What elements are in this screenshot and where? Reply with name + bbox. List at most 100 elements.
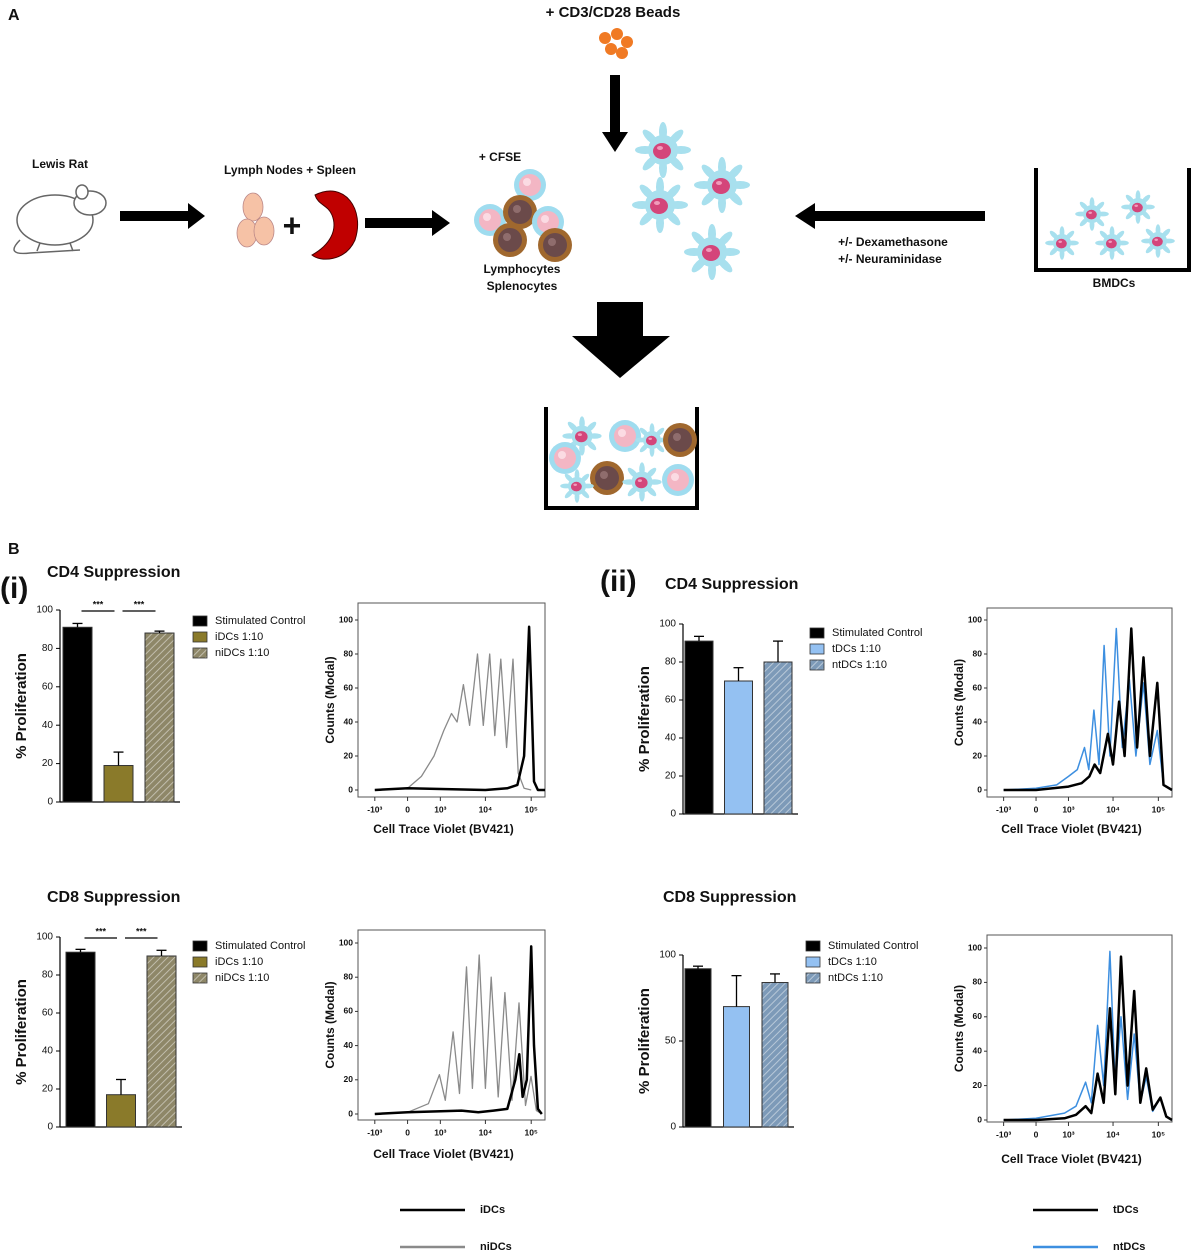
y-tick-label: 20 bbox=[665, 771, 677, 782]
y-tick-label: 100 bbox=[659, 619, 676, 630]
plus-sign: + bbox=[283, 207, 302, 243]
legend-swatch bbox=[805, 940, 821, 952]
x-axis-label: Cell Trace Violet (BV421) bbox=[1001, 1152, 1142, 1166]
lymph-node bbox=[253, 216, 275, 246]
y-tick-label: 0 bbox=[47, 797, 53, 808]
significance-label: *** bbox=[93, 599, 104, 609]
y-tick-label: 100 bbox=[339, 937, 353, 947]
y-axis-label: Counts (Modal) bbox=[952, 659, 966, 746]
x-tick-label: 10⁴ bbox=[1106, 1129, 1120, 1139]
x-tick-label: -10³ bbox=[367, 1127, 382, 1137]
x-tick-label: 10⁵ bbox=[524, 804, 537, 814]
y-tick-label: 20 bbox=[973, 750, 983, 760]
y-tick-label: 40 bbox=[42, 1046, 54, 1057]
x-tick-label: 10⁴ bbox=[479, 1127, 493, 1137]
splenocyte bbox=[493, 223, 527, 257]
arrow bbox=[120, 203, 205, 229]
chart-title: CD4 Suppression bbox=[665, 576, 798, 593]
bar bbox=[62, 626, 93, 803]
histogram-line bbox=[374, 653, 532, 791]
bar bbox=[684, 640, 714, 815]
y-tick-label: 100 bbox=[339, 614, 353, 624]
chart-title: CD8 Suppression bbox=[663, 889, 796, 906]
y-tick-label: 80 bbox=[973, 977, 983, 987]
x-tick-label: 10⁵ bbox=[1152, 804, 1165, 814]
legend-label: Stimulated Control bbox=[832, 627, 923, 639]
legend-swatch bbox=[192, 615, 208, 627]
y-tick-label: 60 bbox=[973, 1011, 983, 1021]
x-tick-label: 10⁴ bbox=[479, 804, 493, 814]
y-tick-label: 40 bbox=[973, 1045, 983, 1055]
x-axis-label: Cell Trace Violet (BV421) bbox=[373, 1147, 514, 1161]
dendritic-cell bbox=[1075, 197, 1109, 231]
y-tick-label: 40 bbox=[344, 1040, 354, 1050]
histogram-chart: 0 20 40 60 80 100 -10³ 0 10³ 10⁴ 10⁵ Counts (Modal)… bbox=[323, 929, 546, 1161]
bead bbox=[605, 43, 617, 55]
diagram-label: Splenocytes bbox=[487, 279, 558, 293]
splenocyte bbox=[538, 228, 572, 262]
diagram-label: Lymph Nodes + Spleen bbox=[224, 163, 356, 177]
x-tick-label: 10⁵ bbox=[1152, 1129, 1165, 1139]
bead bbox=[611, 28, 623, 40]
dendritic-cell bbox=[1095, 226, 1129, 260]
bar bbox=[146, 955, 177, 1128]
dendritic-cell bbox=[684, 224, 740, 280]
plot-frame bbox=[357, 602, 546, 798]
legend-label: tDCs 1:10 bbox=[832, 643, 881, 655]
diagram-label: +/- Neuraminidase bbox=[838, 252, 942, 266]
rat-icon bbox=[13, 184, 107, 255]
plot-frame bbox=[986, 607, 1173, 798]
legend-label: tDCs bbox=[1113, 1204, 1139, 1216]
plot-frame bbox=[986, 934, 1173, 1123]
y-tick-label: 60 bbox=[973, 682, 983, 692]
lymphocyte bbox=[662, 464, 694, 496]
y-axis-label: % Proliferation bbox=[13, 979, 30, 1085]
x-tick-label: 10³ bbox=[434, 1127, 446, 1137]
y-tick-label: 0 bbox=[977, 784, 982, 794]
plot-frame bbox=[357, 929, 546, 1121]
diagram-label: BMDCs bbox=[1093, 276, 1136, 290]
histogram-line bbox=[1003, 950, 1173, 1121]
arrow bbox=[795, 203, 985, 229]
legend-label: iDCs 1:10 bbox=[215, 631, 263, 643]
lymph-node bbox=[242, 192, 264, 222]
y-tick-label: 50 bbox=[665, 1036, 677, 1047]
y-tick-label: 60 bbox=[344, 1006, 354, 1016]
legend-label: iDCs 1:10 bbox=[215, 956, 263, 968]
y-tick-label: 80 bbox=[42, 970, 54, 981]
y-tick-label: 0 bbox=[670, 1122, 676, 1133]
histogram-chart: 0 20 40 60 80 100 -10³ 0 10³ 10⁴ 10⁵ Counts (Modal)… bbox=[952, 934, 1173, 1166]
legend-label: iDCs bbox=[480, 1204, 505, 1216]
bar-chart: CD8 Suppression % Proliferation 0 20 40 60 80 1… bbox=[13, 889, 306, 1132]
splenocyte bbox=[663, 423, 697, 457]
y-tick-label: 100 bbox=[968, 942, 982, 952]
bar bbox=[144, 632, 175, 803]
legend-label: Stimulated Control bbox=[828, 940, 919, 952]
x-tick-label: -10³ bbox=[996, 804, 1011, 814]
bar-chart: CD4 Suppression % Proliferation 0 20 40 60 80 1… bbox=[636, 576, 923, 819]
y-tick-label: 60 bbox=[344, 682, 354, 692]
dendritic-cell bbox=[694, 157, 750, 213]
diagram-label: Lewis Rat bbox=[32, 157, 88, 171]
legend-swatch bbox=[192, 972, 208, 984]
y-tick-label: 0 bbox=[670, 809, 676, 820]
y-tick-label: 40 bbox=[42, 720, 54, 731]
diagram: + CD3/CD28 Beads Lewis Rat Lymph Nodes +… bbox=[13, 4, 1191, 510]
y-tick-label: 100 bbox=[36, 605, 53, 616]
significance-label: *** bbox=[136, 926, 147, 936]
arrow bbox=[365, 210, 450, 236]
legend-label: ntDCs 1:10 bbox=[828, 972, 883, 984]
y-axis-label: Counts (Modal) bbox=[323, 656, 337, 743]
x-tick-label: 10⁵ bbox=[524, 1127, 537, 1137]
bar bbox=[103, 765, 134, 803]
spleen bbox=[311, 190, 359, 260]
y-tick-label: 0 bbox=[977, 1114, 982, 1124]
significance-label: *** bbox=[134, 599, 145, 609]
legend-label: ntDCs 1:10 bbox=[832, 659, 887, 671]
y-tick-label: 20 bbox=[42, 758, 54, 769]
histogram-line bbox=[374, 625, 545, 792]
histogram-chart: 0 20 40 60 80 100 -10³ 0 10³ 10⁴ 10⁵ Counts (Modal)… bbox=[323, 602, 546, 836]
x-tick-label: 10³ bbox=[434, 804, 446, 814]
bar bbox=[65, 951, 96, 1128]
